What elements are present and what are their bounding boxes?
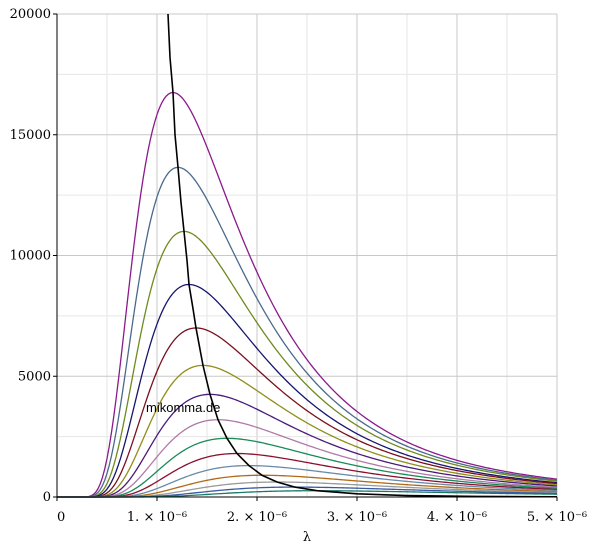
series-line-2 bbox=[57, 166, 558, 498]
peak-locus-layer bbox=[167, 13, 558, 498]
series-line-1 bbox=[57, 91, 558, 498]
series-line-8 bbox=[57, 419, 558, 498]
series-line-6 bbox=[57, 364, 558, 498]
y-tick-label: 5000 bbox=[18, 369, 51, 384]
series-line-9 bbox=[57, 437, 558, 498]
x-tick-label: 2. × 10⁻⁶ bbox=[227, 510, 287, 525]
x-tick-label: 0 bbox=[57, 510, 65, 525]
series-curves bbox=[57, 91, 558, 498]
y-tick-label: 20000 bbox=[10, 7, 51, 22]
watermark-text: mikomma.de bbox=[146, 400, 220, 415]
series-line-7 bbox=[57, 393, 558, 498]
x-axis-label: λ bbox=[303, 530, 311, 545]
x-tick-label: 1. × 10⁻⁶ bbox=[127, 510, 187, 525]
y-tick-label: 0 bbox=[43, 490, 51, 505]
series-line-12 bbox=[57, 474, 558, 498]
peak-locus-line bbox=[167, 13, 558, 498]
series-line-3 bbox=[57, 230, 558, 498]
series-line-5 bbox=[57, 327, 558, 498]
series-line-10 bbox=[57, 452, 558, 498]
tick-labels: 0 5000 10000 15000 20000 0 1. × 10⁻⁶ 2. × 10⁻⁶ 3… bbox=[10, 7, 587, 525]
y-tick-label: 15000 bbox=[10, 128, 51, 143]
x-tick-label: 5. × 10⁻⁶ bbox=[527, 510, 587, 525]
grid bbox=[57, 13, 558, 497]
y-tick-label: 10000 bbox=[10, 249, 51, 264]
series-line-11 bbox=[57, 464, 558, 498]
series-line-4 bbox=[57, 283, 558, 498]
x-tick-label: 4. × 10⁻⁶ bbox=[427, 510, 487, 525]
x-tick-label: 3. × 10⁻⁶ bbox=[327, 510, 387, 525]
